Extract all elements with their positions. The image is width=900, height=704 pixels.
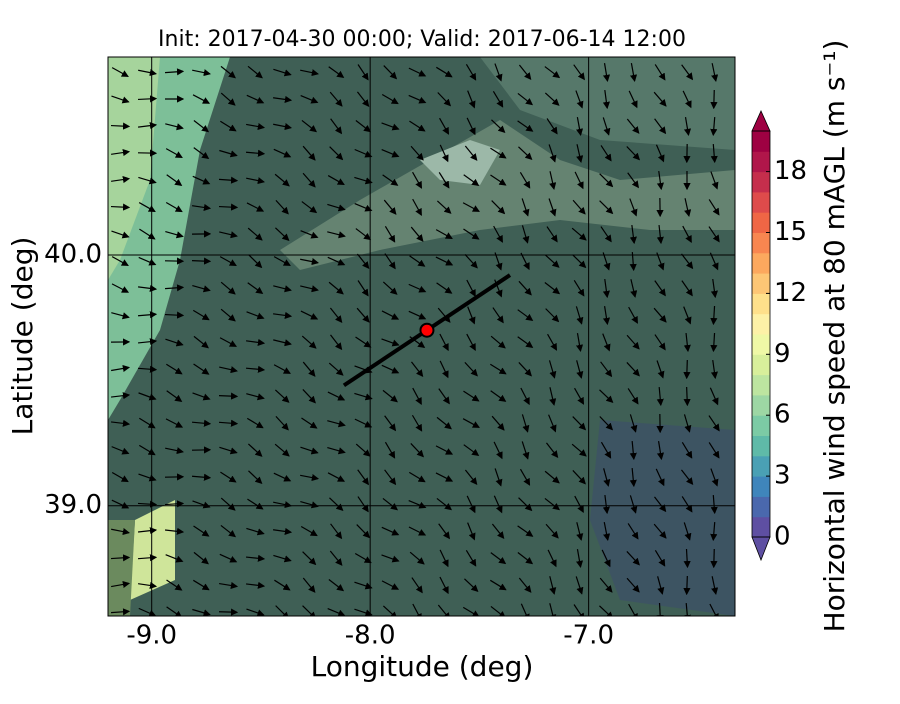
site-marker [420, 324, 433, 337]
colorbar-band [752, 496, 770, 517]
colorbar-band [752, 233, 770, 254]
colorbar-band [752, 456, 770, 477]
colorbar-tick-label: 6 [774, 400, 791, 430]
colorbar-tick-label: 12 [774, 278, 807, 308]
colorbar-band [752, 375, 770, 396]
x-tick-label: -7.0 [563, 621, 614, 651]
colorbar-band [752, 192, 770, 213]
colorbar-band [752, 172, 770, 193]
colorbar-band [752, 436, 770, 457]
chart-title: Init: 2017-04-30 00:00; Valid: 2017-06-1… [158, 27, 686, 52]
colorbar-band [752, 293, 770, 314]
x-axis-label: Longitude (deg) [311, 650, 534, 683]
map-field [108, 57, 735, 621]
y-tick-label: 39.0 [44, 490, 102, 520]
colorbar-tick-label: 0 [774, 522, 791, 552]
colorbar-band [752, 395, 770, 416]
wind-arrow [687, 360, 688, 378]
colorbar-extend-low [752, 537, 770, 560]
x-tick-label: -8.0 [345, 621, 396, 651]
colorbar-tick-label: 3 [774, 461, 791, 491]
colorbar-band [752, 354, 770, 375]
colorbar-band [752, 151, 770, 172]
colorbar-tick-label: 15 [774, 217, 807, 247]
wind-arrow [687, 576, 688, 594]
wind-arrow [687, 387, 688, 405]
colorbar-band [752, 273, 770, 294]
colorbar-band [752, 253, 770, 274]
colorbar-tick-label: 9 [774, 339, 791, 369]
wind-arrow [192, 261, 210, 262]
y-tick-label: 40.0 [44, 240, 102, 270]
colorbar-label: Horizontal wind speed at 80 mAGL (m s⁻¹) [818, 40, 851, 633]
colorbar-band [752, 476, 770, 497]
colorbar-band [752, 415, 770, 436]
colorbar-band [752, 517, 770, 538]
x-tick-label: -9.0 [126, 621, 177, 651]
colorbar-band [752, 212, 770, 233]
wind-arrow [219, 612, 237, 613]
y-axis-label: Latitude (deg) [6, 237, 39, 436]
colorbar-band [752, 334, 770, 355]
wind-arrow [714, 90, 715, 108]
colorbar-band [752, 131, 770, 152]
colorbar-band [752, 314, 770, 335]
colorbar-extend-high [752, 111, 770, 131]
colorbar-tick-label: 18 [774, 156, 807, 186]
wind-arrow [219, 396, 237, 397]
